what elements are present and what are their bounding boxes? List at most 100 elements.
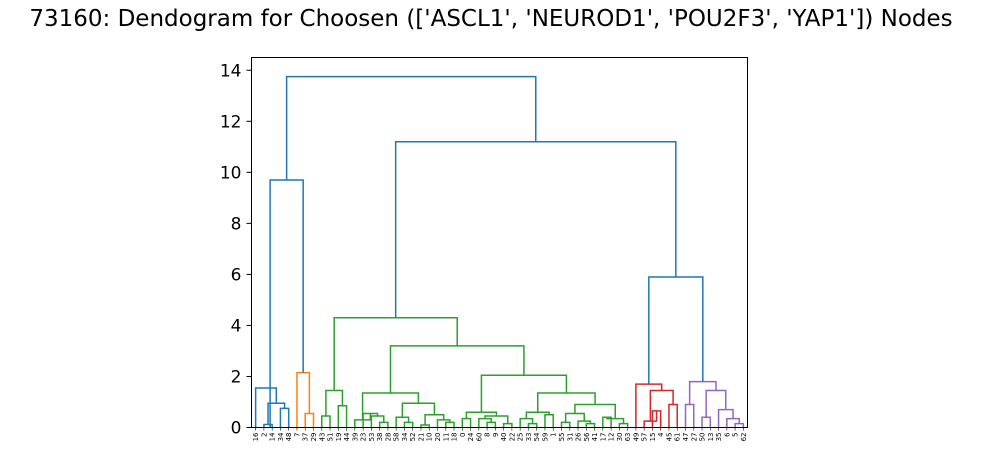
y-tick-label: 10 [220, 163, 242, 183]
plot-frame [251, 57, 748, 428]
dendrogram-link [285, 75, 537, 180]
dendrogram-link [734, 422, 745, 428]
leaf-label: 4 [657, 432, 665, 437]
y-tick-label: 2 [231, 367, 242, 387]
dendrogram-link [688, 380, 717, 405]
dendrogram-link [478, 417, 492, 428]
leaf-label: 23 [360, 433, 368, 442]
leaf-label: 9 [492, 433, 500, 437]
leaf-label: 33 [525, 433, 533, 442]
leaf-label: 57 [641, 433, 649, 442]
leaf-label: 26 [575, 432, 583, 441]
leaf-label: 55 [558, 433, 566, 442]
leaf-label: 45 [665, 433, 673, 442]
dendrogram-link [726, 417, 740, 428]
dendrogram-link [544, 413, 554, 428]
y-tick-label: 12 [220, 112, 242, 132]
dendrogram-link [701, 416, 712, 428]
dendrogram-link [279, 407, 290, 428]
leaf-labels: 16 2 14 34 48 7 37 29 43 51 19 44 39 23 53 38 28 58 34 52 21… [252, 427, 748, 442]
dendrogram-link [480, 374, 568, 413]
dendrogram-link [321, 415, 331, 428]
leaf-label: 48 [285, 433, 293, 442]
dendrogram-link [486, 421, 497, 428]
leaf-label: 47 [682, 433, 690, 442]
leaf-label: 12 [608, 433, 616, 442]
leaf-label: 15 [649, 433, 657, 442]
leaf-label: 19 [335, 433, 343, 442]
leaf-label: 52 [409, 433, 417, 442]
dendrogram-link [378, 421, 389, 428]
chart-title: 73160: Dendogram for Choosen (['ASCL1', … [29, 6, 953, 32]
leaf-label: 39 [351, 433, 359, 442]
dendrogram-link [267, 402, 286, 425]
leaf-label: 54 [533, 432, 541, 441]
y-tick-label: 6 [231, 265, 242, 285]
leaf-label: 35 [715, 433, 723, 442]
dendrogram-link [618, 422, 629, 428]
dendrogram-link [585, 422, 596, 428]
dendrogram-link [436, 419, 451, 428]
dendrogram-link [333, 317, 458, 391]
dendrogram-link [403, 421, 414, 428]
dendrogram-link [536, 392, 596, 413]
leaf-label: 63 [624, 433, 632, 442]
dendrogram-link [394, 140, 677, 318]
leaf-label: 13 [707, 433, 715, 442]
y-tick-label: 8 [231, 214, 242, 234]
dendrogram-link [254, 387, 278, 428]
leaf-label: 18 [451, 433, 459, 442]
dendrogram-links [254, 75, 745, 428]
leaf-label: 21 [417, 433, 425, 442]
leaf-label: 29 [310, 433, 318, 442]
leaf-label: 30 [616, 433, 624, 442]
leaf-label: 8 [484, 433, 492, 437]
leaf-label: 20 [434, 433, 442, 442]
dendrogram-link [461, 417, 472, 428]
leaf-label: 17 [599, 433, 607, 442]
leaf-label: 61 [674, 433, 682, 442]
leaf-label: 59 [541, 433, 549, 442]
dendrogram-link [648, 276, 704, 385]
leaf-label: 34 [277, 432, 285, 441]
leaf-label: 16 [252, 432, 260, 441]
dendrogram-link [643, 410, 658, 428]
dendrogram-link [263, 423, 273, 428]
leaf-label: 7 [293, 433, 301, 437]
y-tick-label: 4 [231, 316, 242, 336]
leaf-label: 31 [566, 433, 574, 442]
leaf-label: 28 [384, 433, 392, 442]
leaf-label: 51 [327, 433, 335, 442]
dendrogram-link [574, 403, 616, 419]
dendrogram-link [684, 403, 695, 428]
leaf-label: 27 [690, 433, 698, 442]
leaf-label: 38 [376, 433, 384, 442]
leaf-label: 0 [459, 433, 467, 437]
leaf-label: 34 [401, 432, 409, 441]
dendrogram-link [602, 416, 612, 428]
leaf-label: 5 [732, 433, 740, 437]
leaf-label: 43 [318, 433, 326, 442]
dendrogram-link [635, 383, 663, 428]
leaf-label: 58 [393, 433, 401, 442]
leaf-label: 10 [426, 433, 434, 442]
dendrogram-link [527, 422, 538, 428]
leaf-label: 14 [269, 432, 277, 441]
leaf-label: 60 [475, 433, 483, 442]
leaf-label: 62 [740, 433, 748, 442]
dendrogram-link [401, 402, 436, 418]
leaf-label: 53 [368, 433, 376, 442]
dendrogram-link [606, 417, 625, 424]
leaf-label: 2 [260, 433, 268, 437]
y-tick-label: 0 [231, 419, 242, 439]
leaf-label: 56 [583, 432, 591, 441]
dendrogram-link [445, 421, 455, 428]
leaf-label: 22 [508, 433, 516, 442]
dendrogram-link [705, 389, 727, 418]
dendrogram-link [304, 412, 315, 428]
dendrogram-link [325, 389, 344, 417]
dendrogram-link [525, 411, 550, 419]
dendrogram-link [560, 421, 571, 428]
dendrogram-link [354, 413, 372, 428]
leaf-label: 24 [467, 432, 475, 441]
